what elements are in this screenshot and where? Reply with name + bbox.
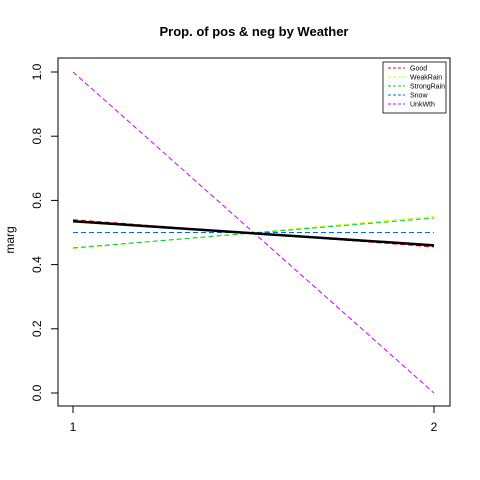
y-axis: 0.0 0.2 0.4 0.6 0.8 1.0 [30, 63, 59, 401]
y-tick-label: 0.8 [30, 128, 44, 145]
y-tick-label: 1.0 [30, 63, 44, 80]
y-tick-label: 0.4 [30, 256, 44, 273]
legend-label: Good [410, 66, 427, 73]
series-line-strongrain [72, 217, 435, 249]
legend-label: UnkWth [410, 102, 435, 109]
y-axis-label: marg [3, 226, 17, 253]
x-tick-label: 2 [431, 420, 438, 434]
legend: Good WeakRain StrongRain Snow UnkWth [382, 61, 447, 114]
legend-label: WeakRain [410, 75, 442, 82]
legend-label: Snow [410, 93, 428, 100]
chart-title: Prop. of pos & neg by Weather [159, 24, 348, 39]
series-line-unlabeled-5 [72, 220, 435, 247]
legend-label: StrongRain [410, 84, 445, 91]
x-tick-label: 1 [70, 420, 77, 434]
y-tick-label: 0.0 [30, 384, 44, 401]
series-group [72, 71, 435, 394]
y-tick-label: 0.2 [30, 320, 44, 337]
y-tick-label: 0.6 [30, 192, 44, 209]
